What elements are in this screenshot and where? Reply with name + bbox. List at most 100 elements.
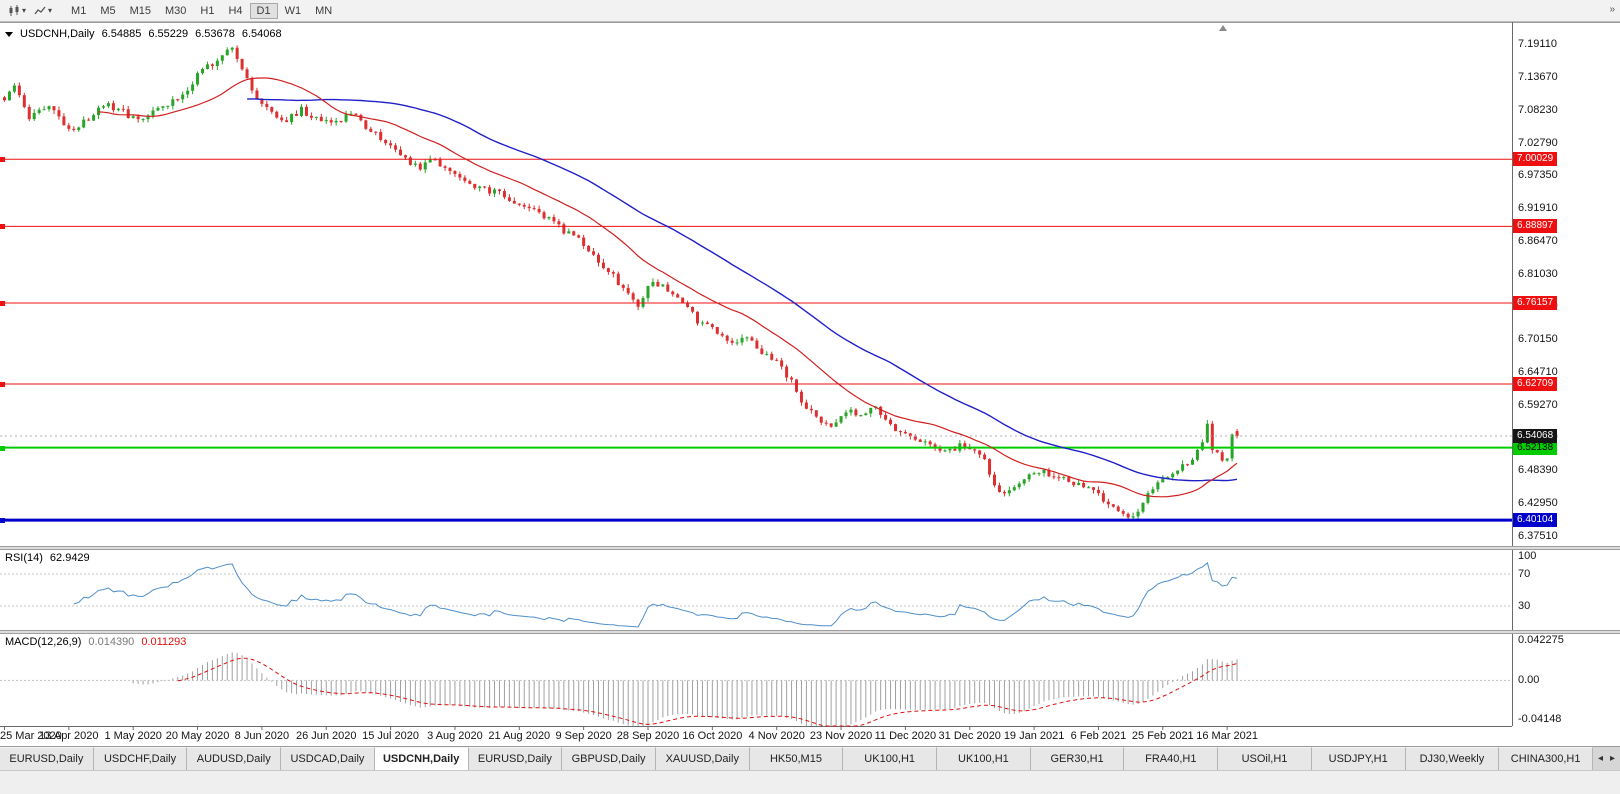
chart-tab-usdcnh-daily[interactable]: USDCNH,Daily	[374, 747, 469, 770]
chart-tab-ger30-h1[interactable]: GER30,H1	[1030, 747, 1125, 770]
chart-tab-usdjpy-h1[interactable]: USDJPY,H1	[1311, 747, 1406, 770]
chart-tab-uk100-h1[interactable]: UK100,H1	[843, 747, 938, 770]
ohlc-open: 6.54885	[101, 28, 142, 40]
rsi-indicator-value: 62.9429	[49, 552, 90, 564]
current-price-tag: 6.54068	[1513, 429, 1558, 443]
price-scale-label: 6.42950	[1518, 496, 1558, 509]
chart-tab-hk50-m15[interactable]: HK50,M15	[749, 747, 844, 770]
timeframe-buttons: M1 M5 M15 M30 H1 H4 D1 W1 MN	[64, 2, 339, 19]
hline-left-handle[interactable]	[0, 224, 5, 230]
date-axis-label: 23 Nov 2020	[809, 730, 873, 742]
status-bar	[0, 770, 1620, 794]
price-scale-label: 6.91910	[1518, 202, 1558, 215]
hline-left-handle[interactable]	[0, 445, 5, 451]
price-scale-label: 7.19110	[1518, 38, 1557, 51]
date-axis-label: 20 May 2020	[165, 730, 230, 742]
macd-signal-value: 0.011293	[141, 636, 187, 648]
chart-type-button[interactable]: ▾	[4, 4, 30, 18]
hline-price-tag: 6.88897	[1513, 219, 1558, 234]
rsi-scale-label: 100	[1518, 550, 1537, 562]
chart-tab-audusd-daily[interactable]: AUDUSD,Daily	[187, 747, 282, 770]
timeframe-d1[interactable]: D1	[249, 2, 278, 19]
date-axis-label: 13 Apr 2020	[39, 730, 99, 742]
date-axis-label: 3 Aug 2020	[427, 730, 483, 742]
chart-tab-uk100-h1[interactable]: UK100,H1	[937, 747, 1031, 770]
hline-left-handle[interactable]	[0, 381, 5, 387]
chart-tabs-bar: EURUSD,Daily USDCHF,Daily AUDUSD,Daily USDC…	[0, 746, 1620, 770]
chart-tab-gbpusd-daily[interactable]: GBPUSD,Daily	[562, 747, 656, 770]
price-scale-label: 6.37510	[1518, 529, 1558, 542]
timeframe-h1[interactable]: H1	[200, 4, 215, 17]
timeframe-mn[interactable]: MN	[315, 4, 333, 17]
pane-separator-macd[interactable]	[0, 630, 1620, 634]
ohlc-low: 6.53678	[195, 28, 235, 40]
date-axis-label: 19 Jan 2021	[1003, 730, 1065, 742]
chart-tab-dj30-weekly[interactable]: DJ30,Weekly	[1405, 747, 1500, 770]
rsi-indicator-name: RSI(14)	[5, 552, 43, 564]
price-scale-label: 6.81030	[1518, 267, 1558, 280]
hline-price-tag: 6.62709	[1513, 376, 1558, 391]
hline-price-tag: 6.76157	[1513, 296, 1558, 311]
ohlc-high: 6.55229	[148, 28, 189, 40]
hline-left-handle[interactable]	[0, 518, 5, 524]
macd-main-value: 0.014390	[88, 636, 135, 648]
price-scale-label: 7.13670	[1518, 71, 1558, 84]
chart-area[interactable]: USDCNH,Daily 6.54885 6.55229 6.53678 6.5…	[0, 22, 1620, 746]
chart-tab-xauusd-daily[interactable]: XAUUSD,Daily	[655, 747, 750, 770]
date-axis-label: 16 Oct 2020	[682, 730, 743, 742]
chart-tab-fra40-h1[interactable]: FRA40,H1	[1124, 747, 1219, 770]
indicators-button[interactable]: ▾	[30, 4, 56, 18]
timeframe-m5[interactable]: M5	[100, 4, 116, 17]
date-axis-label: 4 Nov 2020	[748, 730, 805, 742]
chart-tab-usdcad-daily[interactable]: USDCAD,Daily	[281, 747, 375, 770]
timeframe-m1[interactable]: M1	[71, 4, 87, 17]
chevron-down-icon: ▾	[22, 5, 27, 15]
timeframe-h4[interactable]: H4	[228, 4, 243, 17]
rsi-scale-label: 30	[1518, 600, 1531, 612]
date-axis-label: 9 Sep 2020	[555, 730, 612, 742]
macd-label: MACD(12,26,9) 0.014390 0.011293	[5, 636, 193, 648]
pane-separator-rsi[interactable]	[0, 546, 1620, 550]
date-axis-label: 16 Mar 2021	[1196, 730, 1259, 742]
timeframe-m30[interactable]: M30	[165, 4, 187, 17]
tab-scroll-left-icon[interactable]: ◂	[1597, 753, 1603, 764]
price-scale-label: 7.08230	[1518, 103, 1558, 116]
chart-tab-china300-h1[interactable]: CHINA300,H1	[1499, 747, 1593, 770]
timeframe-w1[interactable]: W1	[284, 4, 302, 17]
macd-scale-label: -0.04148	[1518, 713, 1562, 725]
rsi-scale-label: 70	[1518, 568, 1531, 580]
top-toolbar: ▾ ▾ M1 M5 M15 M30 H1 H4 D1 W1 MN »	[0, 0, 1620, 22]
price-scale-label: 6.64710	[1518, 365, 1558, 378]
date-axis-label: 15 Jul 2020	[362, 730, 420, 742]
chart-tab-eurusd-daily[interactable]: EURUSD,Daily	[0, 747, 94, 770]
tab-scroll-right-icon[interactable]: ▸	[1609, 753, 1615, 764]
hline-price-tag: 7.00029	[1513, 152, 1558, 167]
price-scale-label: 6.59270	[1518, 398, 1558, 411]
date-axis-label: 28 Sep 2020	[616, 730, 680, 742]
chevron-down-icon: ▾	[48, 5, 53, 15]
chart-title-bar: USDCNH,Daily 6.54885 6.55229 6.53678 6.5…	[5, 28, 289, 40]
price-scale-label: 6.97350	[1518, 169, 1558, 182]
price-scale-label: 6.86470	[1518, 234, 1558, 247]
hline-price-tag: 6.40104	[1513, 513, 1558, 528]
date-axis-label: 25 Mar 2020	[0, 730, 62, 742]
collapse-chart-icon[interactable]	[5, 31, 13, 37]
timeframe-m15[interactable]: M15	[129, 4, 151, 17]
chart-tab-usoil-h1[interactable]: USOil,H1	[1218, 747, 1312, 770]
date-axis-label: 26 Jun 2020	[295, 730, 357, 742]
date-axis-label: 25 Feb 2021	[1131, 730, 1194, 742]
toolbar-more-icon[interactable]: »	[1609, 4, 1615, 15]
chart-tab-eurusd-daily[interactable]: EURUSD,Daily	[468, 747, 563, 770]
price-chart-canvas[interactable]	[0, 22, 1620, 746]
hline-left-handle[interactable]	[0, 157, 5, 163]
hline-left-handle[interactable]	[0, 301, 5, 307]
candlestick-chart-icon	[9, 4, 19, 16]
chart-tab-usdchf-daily[interactable]: USDCHF,Daily	[93, 747, 188, 770]
chart-shift-marker[interactable]	[1219, 25, 1228, 31]
tab-scroll-buttons: ◂ ▸	[1593, 747, 1620, 770]
date-axis-label: 8 Jun 2020	[234, 730, 290, 742]
macd-indicator-name: MACD(12,26,9)	[5, 636, 82, 648]
ohlc-close: 6.54068	[241, 28, 282, 40]
date-axis-label: 11 Dec 2020	[874, 730, 937, 742]
date-axis-label: 31 Dec 2020	[938, 730, 1001, 742]
